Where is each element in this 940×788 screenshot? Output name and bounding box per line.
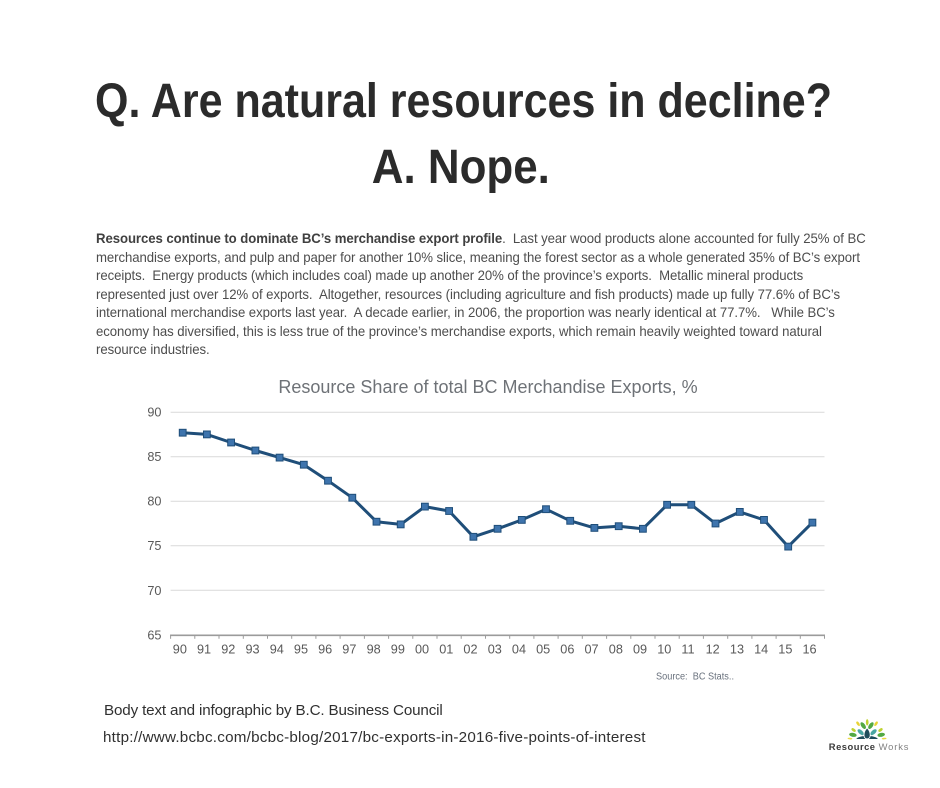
svg-text:16: 16 [803,643,817,657]
svg-text:04: 04 [512,643,526,657]
svg-text:99: 99 [391,643,405,657]
svg-text:90: 90 [147,406,161,420]
svg-text:14: 14 [754,643,768,657]
svg-text:03: 03 [488,643,502,657]
svg-text:06: 06 [560,643,574,657]
svg-text:75: 75 [147,539,161,553]
svg-text:93: 93 [246,643,260,657]
svg-text:02: 02 [463,643,477,657]
svg-text:00: 00 [415,643,429,657]
svg-text:92: 92 [221,643,235,657]
svg-text:80: 80 [147,495,161,509]
svg-text:65: 65 [147,628,161,642]
svg-text:12: 12 [706,643,720,657]
svg-text:10: 10 [657,643,671,657]
svg-text:01: 01 [439,643,453,657]
svg-text:15: 15 [778,643,792,657]
svg-text:90: 90 [173,643,187,657]
svg-text:70: 70 [147,584,161,598]
svg-text:96: 96 [318,643,332,657]
svg-text:97: 97 [342,643,356,657]
svg-text:13: 13 [730,643,744,657]
svg-text:11: 11 [681,643,694,657]
svg-text:08: 08 [609,643,623,657]
svg-text:85: 85 [147,450,161,464]
svg-text:05: 05 [536,643,550,657]
svg-text:Source: BC Stats..: Source: BC Stats.. [656,672,734,683]
svg-text:91: 91 [197,643,211,657]
svg-text:95: 95 [294,643,308,657]
svg-text:07: 07 [585,643,599,657]
svg-text:98: 98 [367,643,381,657]
svg-text:09: 09 [633,643,647,657]
svg-text:94: 94 [270,643,284,657]
